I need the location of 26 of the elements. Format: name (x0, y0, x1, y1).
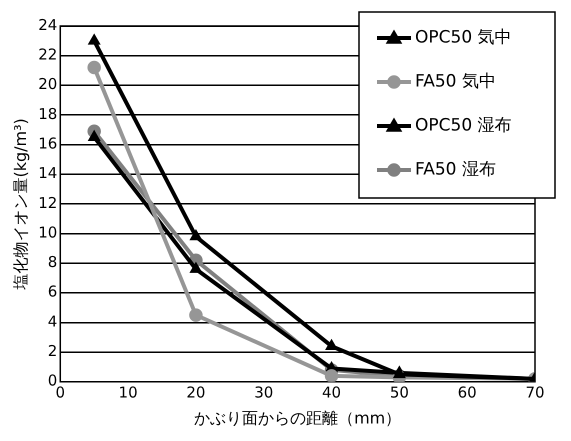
y-tick-label: 24 (38, 16, 58, 34)
y-axis-title: 塩化物イオン量(kg/m³) (10, 118, 30, 291)
x-tick-label: 50 (390, 384, 409, 402)
x-tick-label: 60 (458, 384, 477, 402)
x-tick-label: 70 (525, 384, 545, 402)
legend-label: OPC50 湿布 (415, 115, 512, 136)
y-tick-label: 2 (48, 342, 58, 360)
y-tick-label: 4 (48, 312, 58, 330)
x-axis-title: かぶり面からの距離（mm） (194, 408, 402, 428)
legend-label: OPC50 気中 (415, 27, 512, 48)
y-tick-label: 0 (48, 372, 58, 390)
x-tick-label: 30 (254, 384, 274, 402)
x-tick-label: 40 (322, 384, 342, 402)
y-tick-label: 16 (38, 134, 58, 152)
legend-label: FA50 気中 (415, 71, 496, 92)
y-tick-label: 6 (48, 282, 58, 301)
legend-label: FA50 湿布 (415, 159, 496, 180)
y-tick-label: 8 (48, 253, 58, 272)
y-tick-label: 22 (38, 46, 58, 64)
y-tick-label: 20 (38, 75, 58, 94)
y-tick-label: 12 (38, 194, 58, 212)
y-tick-label: 18 (38, 104, 58, 123)
x-tick-label: 20 (186, 384, 206, 402)
x-tick-label: 10 (118, 384, 138, 402)
y-tick-label: 10 (38, 223, 58, 242)
y-tick-label: 14 (38, 164, 58, 182)
